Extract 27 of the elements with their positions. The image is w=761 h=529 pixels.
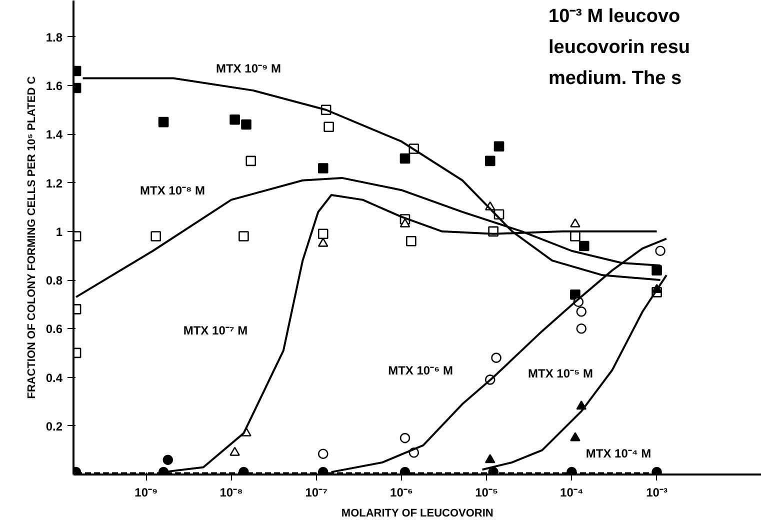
annotation: leucovorin resu bbox=[548, 37, 690, 58]
annotation: MTX 10⁻⁷ M bbox=[183, 324, 248, 338]
y-tick-label: 0.6 bbox=[46, 322, 63, 336]
x-tick-label: 10⁻⁹ bbox=[134, 486, 158, 500]
y-axis-title: FRACTION OF COLONY FORMING CELLS PER 10⁵ PLATED C bbox=[26, 76, 38, 399]
y-tick-label: 1.8 bbox=[46, 30, 63, 44]
annotation: MTX 10⁻⁶ M bbox=[388, 364, 453, 378]
x-tick-label: 10⁻⁷ bbox=[305, 486, 328, 500]
y-tick-label: 0.2 bbox=[46, 419, 63, 434]
annotation: MTX 10⁻⁴ M bbox=[586, 446, 652, 460]
y-tick-label: 0.8 bbox=[46, 274, 63, 288]
y-tick-label: 1.2 bbox=[46, 176, 63, 190]
annotation: medium. The s bbox=[548, 68, 682, 89]
x-tick-label: 10⁻⁶ bbox=[390, 486, 413, 500]
y-tick-label: 1.6 bbox=[46, 79, 63, 94]
y-tick-label: 1 bbox=[56, 224, 63, 239]
x-tick-label: 10⁻⁸ bbox=[220, 486, 243, 500]
y-tick-label: 0.4 bbox=[46, 370, 63, 385]
annotation: MTX 10⁻⁵ M bbox=[528, 366, 593, 380]
x-tick-label: 10⁻⁵ bbox=[475, 486, 498, 500]
annotation: MTX 10⁻⁸ M bbox=[140, 184, 206, 198]
x-tick-label: 10⁻⁴ bbox=[560, 486, 584, 500]
x-tick-label: 10⁻³ bbox=[646, 486, 668, 500]
annotation: MTX 10⁻⁹ M bbox=[216, 62, 282, 76]
x-axis-title: MOLARITY OF LEUCOVORIN bbox=[341, 508, 494, 520]
y-tick-label: 1.4 bbox=[46, 128, 63, 142]
annotation: 10⁻³ M leucovo bbox=[548, 6, 680, 27]
